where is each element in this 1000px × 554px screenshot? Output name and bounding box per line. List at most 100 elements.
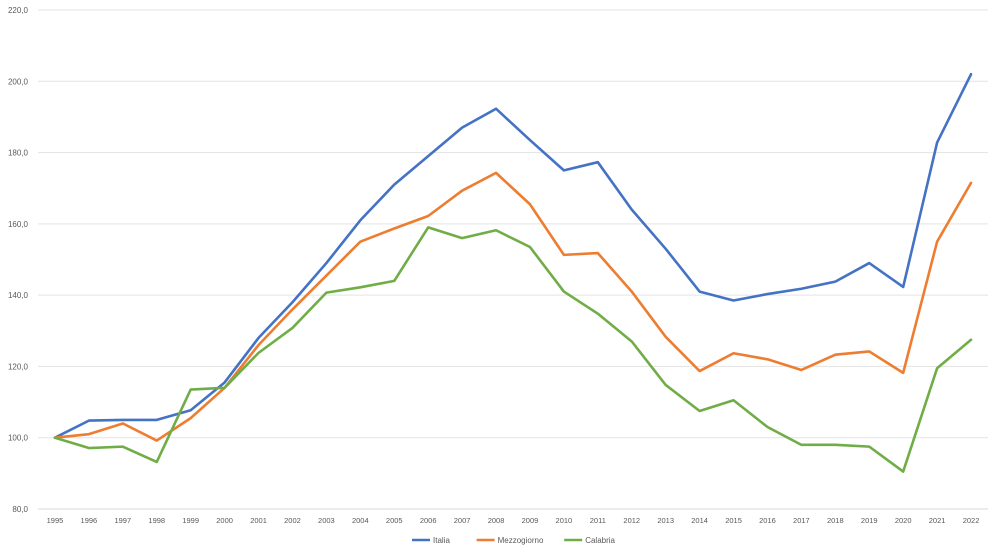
data-point (631, 290, 633, 292)
x-tick-label: 2018 (827, 516, 844, 525)
data-point (800, 369, 802, 371)
data-point (970, 338, 972, 340)
x-tick-label: 2014 (691, 516, 708, 525)
data-point (970, 182, 972, 184)
y-tick-label: 200,0 (8, 77, 29, 86)
data-point (291, 301, 293, 303)
x-tick-label: 2002 (284, 516, 301, 525)
data-point (291, 327, 293, 329)
data-point (189, 388, 191, 390)
y-tick-label: 180,0 (8, 149, 29, 158)
data-point (834, 353, 836, 355)
data-point (597, 252, 599, 254)
data-point (868, 350, 870, 352)
x-tick-label: 2011 (590, 516, 606, 525)
data-point (970, 73, 972, 75)
x-tick-label: 2010 (556, 516, 573, 525)
x-tick-label: 2001 (250, 516, 267, 525)
legend-item: Italia (412, 536, 450, 545)
data-point (936, 367, 938, 369)
data-point (631, 208, 633, 210)
data-point (156, 419, 158, 421)
data-point (88, 433, 90, 435)
data-point (189, 409, 191, 411)
x-tick-label: 1999 (182, 516, 199, 525)
data-point (631, 340, 633, 342)
data-point (597, 161, 599, 163)
data-point (732, 299, 734, 301)
data-point (257, 352, 259, 354)
data-point (257, 344, 259, 346)
x-tick-label: 2006 (420, 516, 437, 525)
data-point (122, 422, 124, 424)
y-tick-label: 160,0 (8, 220, 29, 229)
legend: Italia Mezzogiorno Calabria (412, 536, 616, 545)
data-point (664, 336, 666, 338)
series-line (53, 72, 973, 440)
x-tick-label: 2021 (929, 516, 946, 525)
series-mezzogiorno (53, 171, 973, 442)
data-point (495, 229, 497, 231)
data-point (936, 240, 938, 242)
data-point (359, 219, 361, 221)
data-point (122, 419, 124, 421)
legend-label: Mezzogiorno (498, 536, 544, 545)
data-point (868, 262, 870, 264)
data-point (393, 227, 395, 229)
x-tick-label: 2020 (895, 516, 912, 525)
data-point (902, 470, 904, 472)
x-tick-label: 2012 (623, 516, 640, 525)
data-point (732, 399, 734, 401)
data-point (223, 387, 225, 389)
data-point (359, 240, 361, 242)
data-point (563, 290, 565, 292)
data-point (766, 293, 768, 295)
data-point (495, 108, 497, 110)
x-tick-label: 2019 (861, 516, 878, 525)
data-point (732, 352, 734, 354)
series-lines (53, 72, 973, 473)
gridlines (38, 9, 988, 510)
data-point (698, 290, 700, 292)
x-tick-label: 2009 (522, 516, 539, 525)
data-point (868, 445, 870, 447)
x-tick-label: 2003 (318, 516, 335, 525)
x-tick-label: 2015 (725, 516, 742, 525)
data-point (800, 288, 802, 290)
data-point (359, 286, 361, 288)
data-point (88, 447, 90, 449)
x-tick-label: 2005 (386, 516, 403, 525)
y-tick-label: 220,0 (8, 6, 29, 15)
data-point (189, 417, 191, 419)
data-point (664, 248, 666, 250)
y-tick-label: 140,0 (8, 291, 29, 300)
data-point (698, 370, 700, 372)
x-tick-label: 2016 (759, 516, 776, 525)
x-tick-label: 2007 (454, 516, 471, 525)
data-point (427, 155, 429, 157)
data-point (461, 126, 463, 128)
data-point (156, 461, 158, 463)
data-point (563, 169, 565, 171)
data-point (766, 426, 768, 428)
data-point (427, 215, 429, 217)
data-point (495, 172, 497, 174)
data-point (936, 141, 938, 143)
y-tick-label: 100,0 (8, 434, 29, 443)
x-tick-label: 2013 (657, 516, 674, 525)
data-point (902, 372, 904, 374)
series-calabria (53, 226, 973, 473)
x-tick-label: 2008 (488, 516, 505, 525)
x-axis-ticks: 1995 1996 1997 1998 1999 2000 2001 2002 2003 2004… (47, 516, 980, 525)
y-axis-ticks: 80,0 100,0 120,0 140,0 160,0 180,0 200,0 220,0 (8, 6, 29, 514)
data-point (766, 358, 768, 360)
data-point (529, 203, 531, 205)
data-point (563, 254, 565, 256)
data-point (54, 437, 56, 439)
data-point (698, 410, 700, 412)
y-tick-label: 120,0 (8, 362, 29, 371)
x-tick-label: 1997 (114, 516, 131, 525)
x-tick-label: 2000 (216, 516, 233, 525)
